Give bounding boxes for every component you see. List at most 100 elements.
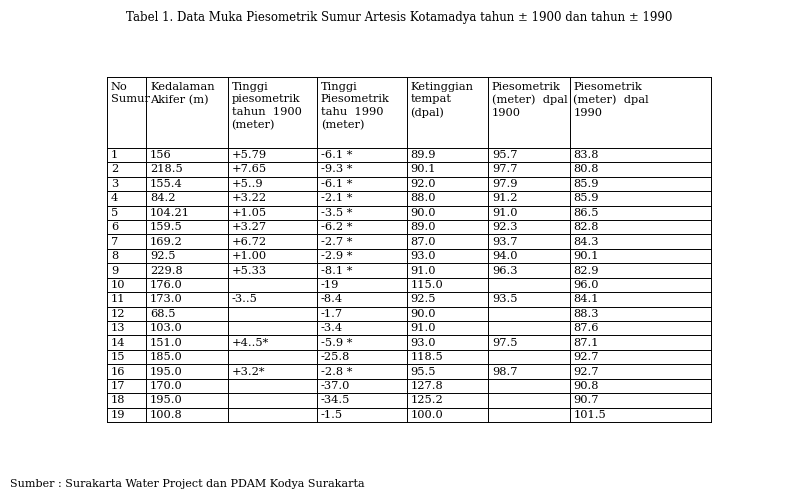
Text: No
Sumur: No Sumur	[111, 82, 150, 105]
Text: 16: 16	[111, 367, 125, 376]
Text: 151.0: 151.0	[150, 338, 183, 348]
Text: 92.5: 92.5	[150, 251, 176, 261]
Text: 89.0: 89.0	[410, 222, 436, 232]
Text: 11: 11	[111, 294, 125, 304]
Text: -9.3 *: -9.3 *	[321, 164, 352, 174]
Text: 229.8: 229.8	[150, 265, 183, 275]
Text: 5: 5	[111, 208, 118, 218]
Text: 88.0: 88.0	[410, 193, 436, 203]
Text: Tinggi
piesometrik
tahun  1900
(meter): Tinggi piesometrik tahun 1900 (meter)	[231, 82, 302, 130]
Text: 90.8: 90.8	[573, 381, 598, 391]
Text: -8.4: -8.4	[321, 294, 343, 304]
Text: 9: 9	[111, 265, 118, 275]
Text: 176.0: 176.0	[150, 280, 183, 290]
Text: 14: 14	[111, 338, 125, 348]
Text: 92.3: 92.3	[492, 222, 517, 232]
Text: 91.0: 91.0	[492, 208, 517, 218]
Text: 15: 15	[111, 352, 125, 362]
Text: 1: 1	[111, 150, 118, 160]
Text: 155.4: 155.4	[150, 179, 183, 189]
Text: 3: 3	[111, 179, 118, 189]
Text: 89.9: 89.9	[410, 150, 436, 160]
Text: 92.5: 92.5	[410, 294, 436, 304]
Text: 195.0: 195.0	[150, 367, 183, 376]
Text: 87.0: 87.0	[410, 237, 436, 247]
Text: 170.0: 170.0	[150, 381, 183, 391]
Text: +5.79: +5.79	[231, 150, 267, 160]
Text: 173.0: 173.0	[150, 294, 183, 304]
Text: -5.9 *: -5.9 *	[321, 338, 352, 348]
Text: 82.8: 82.8	[573, 222, 598, 232]
Text: 115.0: 115.0	[410, 280, 443, 290]
Text: 125.2: 125.2	[410, 395, 443, 405]
Text: 68.5: 68.5	[150, 309, 176, 319]
Text: -3.5 *: -3.5 *	[321, 208, 352, 218]
Text: +5..9: +5..9	[231, 179, 263, 189]
Text: 6: 6	[111, 222, 118, 232]
Text: 127.8: 127.8	[410, 381, 443, 391]
Text: 90.0: 90.0	[410, 309, 436, 319]
Text: 101.5: 101.5	[573, 410, 606, 420]
Text: -2.8 *: -2.8 *	[321, 367, 352, 376]
Text: 104.21: 104.21	[150, 208, 190, 218]
Text: Kedalaman
Akifer (m): Kedalaman Akifer (m)	[150, 82, 215, 105]
Text: -37.0: -37.0	[321, 381, 350, 391]
Text: 98.7: 98.7	[492, 367, 517, 376]
Text: 84.3: 84.3	[573, 237, 598, 247]
Text: 18: 18	[111, 395, 125, 405]
Text: 85.9: 85.9	[573, 179, 598, 189]
Text: 93.0: 93.0	[410, 338, 436, 348]
Text: 13: 13	[111, 323, 125, 333]
Text: 95.5: 95.5	[410, 367, 436, 376]
Text: 82.9: 82.9	[573, 265, 598, 275]
Text: 96.0: 96.0	[573, 280, 598, 290]
Text: -2.1 *: -2.1 *	[321, 193, 352, 203]
Text: 84.2: 84.2	[150, 193, 176, 203]
Text: 118.5: 118.5	[410, 352, 443, 362]
Text: 156: 156	[150, 150, 172, 160]
Text: 10: 10	[111, 280, 125, 290]
Text: 93.0: 93.0	[410, 251, 436, 261]
Text: 90.7: 90.7	[573, 395, 598, 405]
Text: 80.8: 80.8	[573, 164, 598, 174]
Text: 17: 17	[111, 381, 125, 391]
Text: -2.7 *: -2.7 *	[321, 237, 352, 247]
Text: 159.5: 159.5	[150, 222, 183, 232]
Text: 218.5: 218.5	[150, 164, 183, 174]
Text: -25.8: -25.8	[321, 352, 350, 362]
Text: -6.1 *: -6.1 *	[321, 179, 352, 189]
Text: 97.7: 97.7	[492, 164, 517, 174]
Text: -3..5: -3..5	[231, 294, 258, 304]
Text: +5.33: +5.33	[231, 265, 267, 275]
Text: 90.1: 90.1	[573, 251, 598, 261]
Text: 83.8: 83.8	[573, 150, 598, 160]
Text: Piesometrik
(meter)  dpal
1990: Piesometrik (meter) dpal 1990	[573, 82, 649, 118]
Text: 92.0: 92.0	[410, 179, 436, 189]
Text: Piesometrik
(meter)  dpal
1900: Piesometrik (meter) dpal 1900	[492, 82, 567, 118]
Text: Tabel 1. Data Muka Piesometrik Sumur Artesis Kotamadya tahun ± 1900 dan tahun ± : Tabel 1. Data Muka Piesometrik Sumur Art…	[126, 11, 672, 24]
Text: 2: 2	[111, 164, 118, 174]
Text: 19: 19	[111, 410, 125, 420]
Text: 86.5: 86.5	[573, 208, 598, 218]
Text: 91.0: 91.0	[410, 265, 436, 275]
Text: 8: 8	[111, 251, 118, 261]
Text: +3.22: +3.22	[231, 193, 267, 203]
Text: -1.7: -1.7	[321, 309, 343, 319]
Text: -3.4: -3.4	[321, 323, 343, 333]
Text: 92.7: 92.7	[573, 352, 598, 362]
Text: 169.2: 169.2	[150, 237, 183, 247]
Text: +3.2*: +3.2*	[231, 367, 265, 376]
Text: -34.5: -34.5	[321, 395, 350, 405]
Text: 93.5: 93.5	[492, 294, 517, 304]
Text: 88.3: 88.3	[573, 309, 598, 319]
Text: -1.5: -1.5	[321, 410, 343, 420]
Text: Tinggi
Piesometrik
tahu  1990
(meter): Tinggi Piesometrik tahu 1990 (meter)	[321, 82, 389, 130]
Text: 97.9: 97.9	[492, 179, 517, 189]
Text: 87.6: 87.6	[573, 323, 598, 333]
Text: +6.72: +6.72	[231, 237, 267, 247]
Text: +4..5*: +4..5*	[231, 338, 269, 348]
Text: 4: 4	[111, 193, 118, 203]
Text: 93.7: 93.7	[492, 237, 517, 247]
Text: -19: -19	[321, 280, 339, 290]
Text: 185.0: 185.0	[150, 352, 183, 362]
